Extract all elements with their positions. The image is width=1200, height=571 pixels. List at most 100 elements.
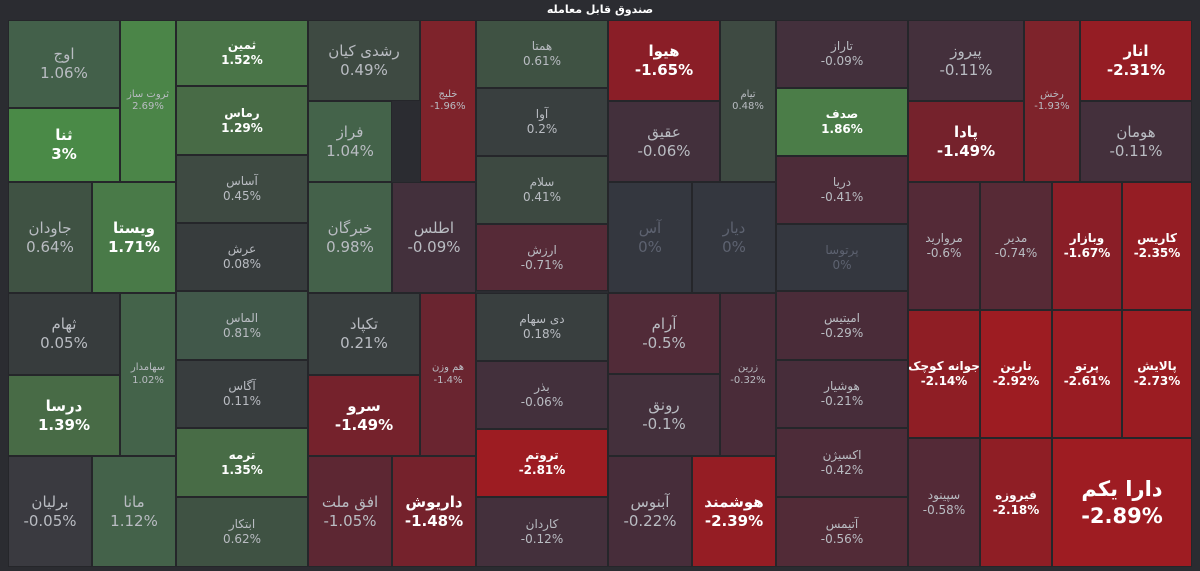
- treemap-tile[interactable]: اوج 1.06%: [8, 20, 120, 108]
- treemap-tile[interactable]: خلیج -1.96%: [420, 20, 476, 182]
- tile-name: ترمه: [228, 447, 256, 462]
- treemap-tile[interactable]: اطلس -0.09%: [392, 182, 476, 293]
- tile-name: بذر: [534, 380, 550, 394]
- treemap-tile[interactable]: برلیان -0.05%: [8, 456, 92, 567]
- tile-name: رخش: [1040, 88, 1064, 100]
- treemap-tile[interactable]: دی سهام 0.18%: [476, 293, 608, 361]
- tile-value: -1.96%: [430, 101, 466, 112]
- treemap-tile[interactable]: سلام 0.41%: [476, 156, 608, 224]
- tile-name: انار: [1123, 41, 1149, 60]
- tile-name: نارین: [1000, 359, 1032, 373]
- treemap-tile[interactable]: عقیق -0.06%: [608, 101, 720, 182]
- treemap-tile[interactable]: رماس 1.29%: [176, 86, 308, 155]
- treemap-tile[interactable]: نارین -2.92%: [980, 310, 1052, 438]
- tile-value: -0.29%: [820, 325, 864, 340]
- treemap-tile[interactable]: مدیر -0.74%: [980, 182, 1052, 310]
- treemap-tile[interactable]: رخش -1.93%: [1024, 20, 1080, 182]
- tile-name: پرتو: [1075, 359, 1099, 373]
- treemap-tile[interactable]: سرو -1.49%: [308, 375, 420, 456]
- treemap-tile[interactable]: کاریس -2.35%: [1122, 182, 1192, 310]
- treemap-tile[interactable]: پالایش -2.73%: [1122, 310, 1192, 438]
- treemap-tile[interactable]: آتیمس -0.56%: [776, 497, 908, 567]
- treemap-tile[interactable]: امیتیس -0.29%: [776, 291, 908, 360]
- treemap-tile[interactable]: ترمه 1.35%: [176, 428, 308, 497]
- tile-value: 0.2%: [526, 122, 558, 136]
- treemap-tile[interactable]: رونق -0.1%: [608, 374, 720, 456]
- treemap-tile[interactable]: خبرگان 0.98%: [308, 182, 392, 293]
- tile-name: تکپاد: [349, 315, 379, 334]
- tile-name: هومان: [1116, 122, 1156, 141]
- treemap-tile[interactable]: سهامدار 1.02%: [120, 293, 176, 456]
- treemap-tile[interactable]: انار -2.31%: [1080, 20, 1192, 101]
- tile-value: 1.04%: [326, 141, 374, 160]
- tile-name: آتیمس: [825, 517, 859, 531]
- treemap-tile[interactable]: هومان -0.11%: [1080, 101, 1192, 182]
- treemap-tile[interactable]: سپینود -0.58%: [908, 438, 980, 567]
- treemap-tile[interactable]: ثمین 1.52%: [176, 20, 308, 86]
- treemap-tile[interactable]: آساس 0.45%: [176, 155, 308, 223]
- treemap-tile[interactable]: آس 0%: [608, 182, 692, 293]
- tile-name: سپینود: [927, 487, 961, 502]
- tile-name: ثنا: [55, 126, 73, 145]
- treemap-tile[interactable]: هوشیار -0.21%: [776, 360, 908, 428]
- treemap-tile[interactable]: جوانه کوچک -2.14%: [908, 310, 980, 438]
- treemap-tile[interactable]: هوشمند -2.39%: [692, 456, 776, 567]
- treemap-tile[interactable]: فیروزه -2.18%: [980, 438, 1052, 567]
- treemap-tile[interactable]: صدف 1.86%: [776, 88, 908, 156]
- tile-name: دارا یکم: [1081, 477, 1163, 502]
- treemap-tile[interactable]: الماس 0.81%: [176, 291, 308, 360]
- treemap-tile[interactable]: زرین -0.32%: [720, 293, 776, 456]
- treemap-tile[interactable]: ثروت ساز 2.69%: [120, 20, 176, 182]
- treemap-tile[interactable]: پرتوسا 0%: [776, 224, 908, 291]
- treemap-tile[interactable]: دارا یکم -2.89%: [1052, 438, 1192, 567]
- treemap-tile[interactable]: آرام -0.5%: [608, 293, 720, 374]
- tile-value: 0.11%: [222, 394, 262, 408]
- tile-name: داریوش: [405, 492, 463, 511]
- treemap-tile[interactable]: همتا 0.61%: [476, 20, 608, 88]
- tile-name: جوانه کوچک: [908, 359, 980, 373]
- treemap-tile[interactable]: ثنا 3%: [8, 108, 120, 182]
- treemap-tile[interactable]: مانا 1.12%: [92, 456, 176, 567]
- tile-name: هوشیار: [824, 379, 860, 393]
- tile-value: 0.61%: [522, 54, 562, 68]
- treemap-tile[interactable]: دیار 0%: [692, 182, 776, 293]
- treemap-tile[interactable]: فراز 1.04%: [308, 101, 392, 182]
- tile-name: آساس: [226, 174, 258, 188]
- treemap-tile[interactable]: کاردان -0.12%: [476, 497, 608, 567]
- treemap-tile[interactable]: ابتکار 0.62%: [176, 497, 308, 567]
- treemap-tile[interactable]: پیروز -0.11%: [908, 20, 1024, 101]
- treemap-tile[interactable]: آبنوس -0.22%: [608, 456, 692, 567]
- treemap-tile[interactable]: تکپاد 0.21%: [308, 293, 420, 375]
- treemap-tile[interactable]: جاودان 0.64%: [8, 182, 92, 293]
- treemap-tile[interactable]: عرش 0.08%: [176, 223, 308, 291]
- tile-name: اکسیژن: [822, 447, 862, 462]
- treemap-tile[interactable]: پرتو -2.61%: [1052, 310, 1122, 438]
- tile-name: تروتم: [525, 448, 559, 462]
- treemap-tile[interactable]: ارزش -0.71%: [476, 224, 608, 291]
- treemap-tile[interactable]: اکسیژن -0.42%: [776, 428, 908, 497]
- tile-value: -0.32%: [730, 374, 766, 386]
- treemap-tile[interactable]: تروتم -2.81%: [476, 429, 608, 497]
- tile-value: 0.81%: [222, 325, 262, 340]
- treemap-tile[interactable]: هم وزن -1.4%: [420, 293, 476, 456]
- treemap-tile[interactable]: تیام 0.48%: [720, 20, 776, 182]
- tile-value: -0.5%: [642, 333, 686, 352]
- tile-value: 0.05%: [40, 334, 88, 352]
- treemap-tile[interactable]: مروارید -0.6%: [908, 182, 980, 310]
- tile-value: 1.86%: [821, 122, 863, 136]
- treemap-tile[interactable]: تاراز -0.09%: [776, 20, 908, 88]
- treemap-tile[interactable]: داریوش -1.48%: [392, 456, 476, 567]
- treemap-tile[interactable]: افق ملت -1.05%: [308, 456, 392, 567]
- treemap-tile[interactable]: ویستا 1.71%: [92, 182, 176, 293]
- treemap-tile[interactable]: پادا -1.49%: [908, 101, 1024, 182]
- treemap-tile[interactable]: ثهام 0.05%: [8, 293, 120, 375]
- treemap-tile[interactable]: آوا 0.2%: [476, 88, 608, 156]
- treemap-tile[interactable]: درسا 1.39%: [8, 375, 120, 456]
- tile-value: 1.52%: [221, 53, 263, 67]
- treemap-tile[interactable]: هیوا -1.65%: [608, 20, 720, 101]
- treemap-tile[interactable]: رشدی کیان 0.49%: [308, 20, 420, 101]
- treemap-tile[interactable]: آگاس 0.11%: [176, 360, 308, 428]
- treemap-tile[interactable]: بذر -0.06%: [476, 361, 608, 429]
- treemap-tile[interactable]: دریا -0.41%: [776, 156, 908, 224]
- treemap-tile[interactable]: وبازار -1.67%: [1052, 182, 1122, 310]
